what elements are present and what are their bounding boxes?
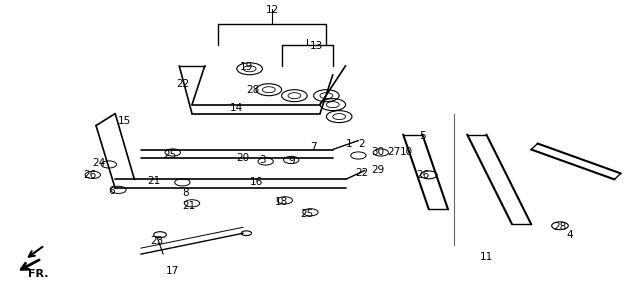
Text: 15: 15: [118, 116, 131, 126]
Text: 14: 14: [230, 103, 243, 113]
Text: 11: 11: [480, 252, 493, 262]
Text: 26: 26: [416, 170, 429, 180]
Text: 22: 22: [176, 79, 189, 89]
Text: 1: 1: [346, 138, 352, 149]
Text: 27: 27: [387, 147, 400, 158]
Text: 10: 10: [400, 147, 413, 158]
Text: 23: 23: [150, 236, 163, 246]
Text: 29: 29: [371, 165, 384, 176]
Text: 28: 28: [246, 85, 259, 95]
Text: 21: 21: [147, 176, 160, 186]
Text: 25: 25: [301, 209, 314, 219]
Text: 25: 25: [163, 150, 176, 161]
Text: 5: 5: [419, 131, 426, 141]
Text: 7: 7: [310, 141, 317, 152]
Text: 16: 16: [250, 177, 262, 187]
Text: FR.: FR.: [28, 269, 49, 279]
Text: 26: 26: [83, 170, 96, 180]
Text: 20: 20: [237, 153, 250, 164]
Text: 4: 4: [566, 230, 573, 240]
Text: 3: 3: [259, 155, 266, 165]
Text: 22: 22: [355, 168, 368, 179]
Text: 9: 9: [288, 156, 294, 167]
Text: 18: 18: [275, 197, 288, 207]
Text: 28: 28: [554, 222, 566, 232]
Text: 30: 30: [371, 147, 384, 158]
Text: 6: 6: [109, 186, 115, 196]
Text: 2: 2: [358, 138, 365, 149]
Text: 24: 24: [93, 158, 106, 168]
Text: 21: 21: [182, 201, 195, 211]
Text: 13: 13: [310, 41, 323, 51]
Text: 8: 8: [182, 188, 189, 198]
Text: 17: 17: [166, 266, 179, 276]
Text: 19: 19: [240, 62, 253, 72]
Text: 12: 12: [266, 5, 278, 16]
